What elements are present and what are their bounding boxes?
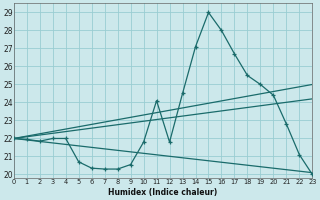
X-axis label: Humidex (Indice chaleur): Humidex (Indice chaleur) <box>108 188 218 197</box>
